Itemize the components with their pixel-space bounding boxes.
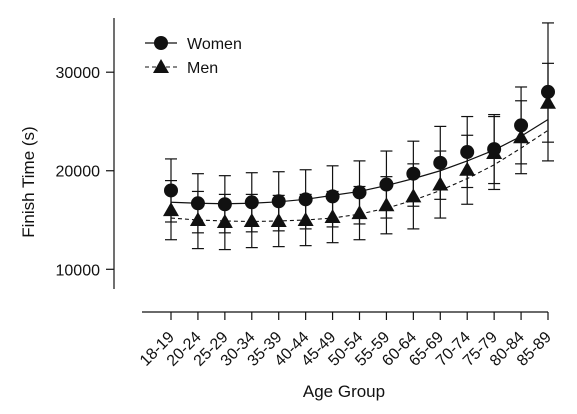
women-point <box>379 177 394 192</box>
men-point <box>486 145 503 160</box>
data-points <box>163 84 556 228</box>
women-point <box>433 155 448 170</box>
women-point <box>352 185 367 200</box>
men-point <box>432 176 449 191</box>
men-point <box>540 94 556 109</box>
y-tick-label: 20000 <box>56 164 101 181</box>
y-tick-label: 10000 <box>56 262 101 279</box>
women-point <box>541 84 555 99</box>
women-point <box>244 195 259 210</box>
women-point <box>190 196 205 211</box>
axes <box>106 18 549 320</box>
legend-women-label: Women <box>187 36 242 53</box>
women-point <box>271 194 286 209</box>
y-axis-title: Finish Time (s) <box>19 126 38 237</box>
women-point <box>217 197 232 212</box>
men-point <box>163 202 179 217</box>
men-point <box>513 129 530 144</box>
men-fit-curve <box>170 129 549 223</box>
men-point <box>297 212 314 227</box>
men-point <box>270 213 287 228</box>
women-point <box>164 183 178 198</box>
women-point <box>298 192 313 207</box>
men-point <box>324 209 341 224</box>
x-axis-title: Age Group <box>303 382 385 401</box>
men-point <box>378 197 395 212</box>
legend-women-marker <box>154 36 168 50</box>
men-point <box>216 213 233 228</box>
men-point <box>405 188 422 203</box>
y-tick-label: 30000 <box>56 65 101 82</box>
women-point <box>460 145 475 160</box>
women-point <box>406 166 421 181</box>
legend: Women Men <box>145 36 242 77</box>
men-point <box>351 205 368 220</box>
men-point <box>243 213 260 228</box>
legend-men-marker <box>153 59 169 73</box>
women-point <box>325 189 340 204</box>
men-point <box>459 161 476 176</box>
women-point <box>514 118 529 133</box>
men-point <box>189 212 206 227</box>
legend-men-label: Men <box>187 60 218 77</box>
